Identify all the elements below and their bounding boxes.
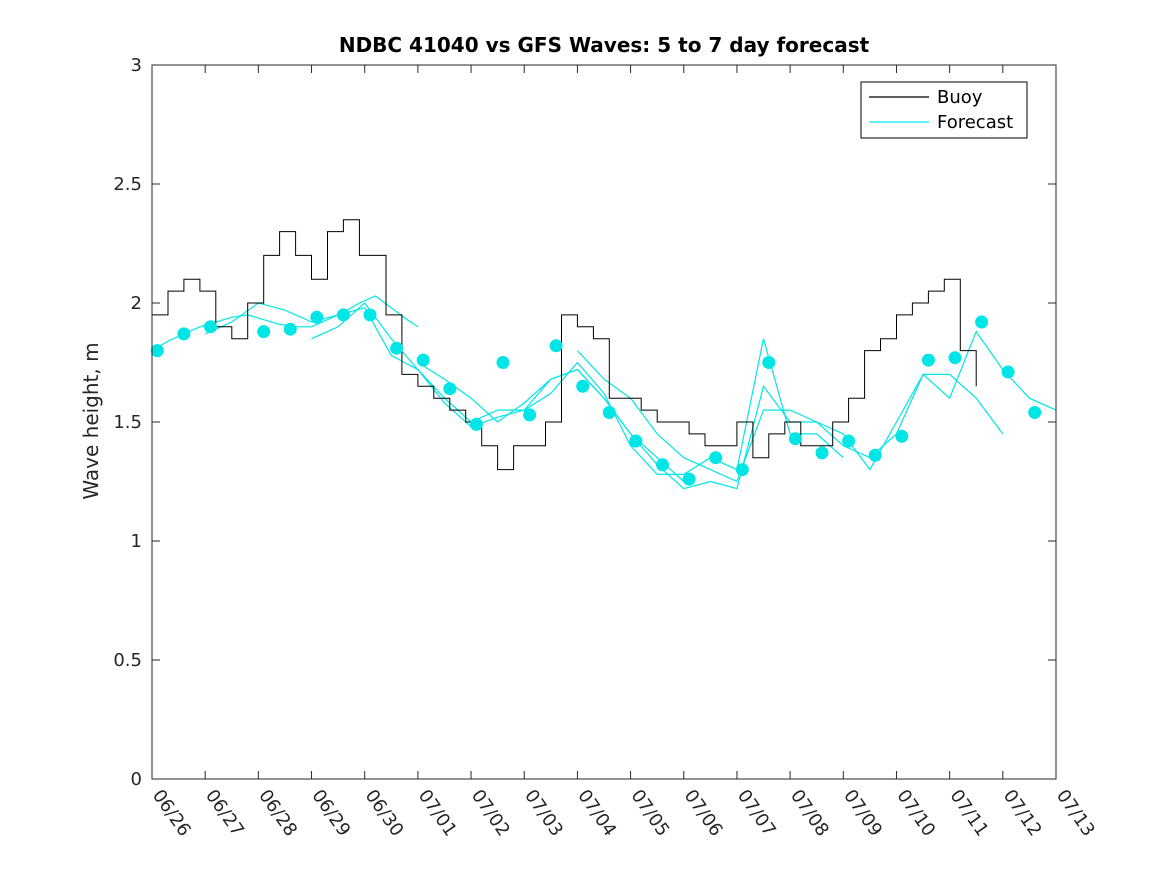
- y-tick-label: 0: [131, 769, 142, 790]
- y-tick-label: 0.5: [113, 650, 142, 671]
- forecast-point: [1001, 365, 1015, 379]
- forecast-line: [576, 330, 1057, 483]
- forecast-point: [310, 310, 324, 324]
- forecast-point: [602, 406, 616, 419]
- forecast-point: [842, 434, 856, 448]
- forecast-point: [629, 434, 643, 448]
- forecast-point: [523, 408, 537, 422]
- forecast-point: [682, 472, 696, 486]
- forecast-point: [363, 308, 377, 322]
- forecast-point: [815, 446, 829, 460]
- y-tick-label: 1.5: [113, 412, 142, 433]
- forecast-point: [443, 382, 457, 396]
- legend-box: [860, 81, 1028, 139]
- chart-title: NDBC 41040 vs GFS Waves: 5 to 7 day fore…: [339, 33, 870, 57]
- forecast-point: [177, 327, 191, 341]
- forecast-point: [336, 308, 350, 322]
- forecast-point: [762, 356, 776, 369]
- y-axis: 0 0.5 1 1.5 2 2.5 3: [113, 55, 1056, 790]
- y-tick-label: 3: [131, 55, 142, 76]
- forecast-point: [390, 341, 404, 355]
- forecast-point: [283, 322, 297, 336]
- plot-markers: [150, 308, 1042, 486]
- forecast-point: [1028, 406, 1042, 419]
- forecast-point: [921, 353, 935, 367]
- forecast-point: [868, 448, 882, 462]
- forecast-point: [469, 417, 483, 431]
- forecast-point: [150, 344, 164, 358]
- forecast-point: [204, 320, 217, 334]
- buoy-line: [152, 219, 977, 471]
- forecast-point: [948, 351, 962, 365]
- legend-forecast-label: Forecast: [937, 112, 1013, 133]
- forecast-point: [416, 353, 430, 367]
- forecast-point: [549, 339, 563, 353]
- forecast-line: [417, 361, 1004, 490]
- forecast-point: [257, 325, 271, 339]
- forecast-point: [895, 429, 909, 443]
- forecast-point: [735, 463, 749, 477]
- forecast-point: [788, 432, 802, 446]
- legend: Buoy Forecast: [860, 81, 1028, 139]
- y-tick-label: 1: [131, 531, 142, 552]
- y-axis-label: Wave height, m: [79, 342, 103, 499]
- forecast-point: [975, 315, 989, 329]
- forecast-point: [496, 356, 510, 369]
- forecast-point: [576, 379, 590, 393]
- forecast-point: [656, 458, 669, 472]
- y-tick-label: 2: [131, 293, 142, 314]
- y-tick-label: 2.5: [113, 174, 142, 195]
- forecast-point: [709, 451, 723, 465]
- legend-buoy-label: Buoy: [937, 87, 983, 108]
